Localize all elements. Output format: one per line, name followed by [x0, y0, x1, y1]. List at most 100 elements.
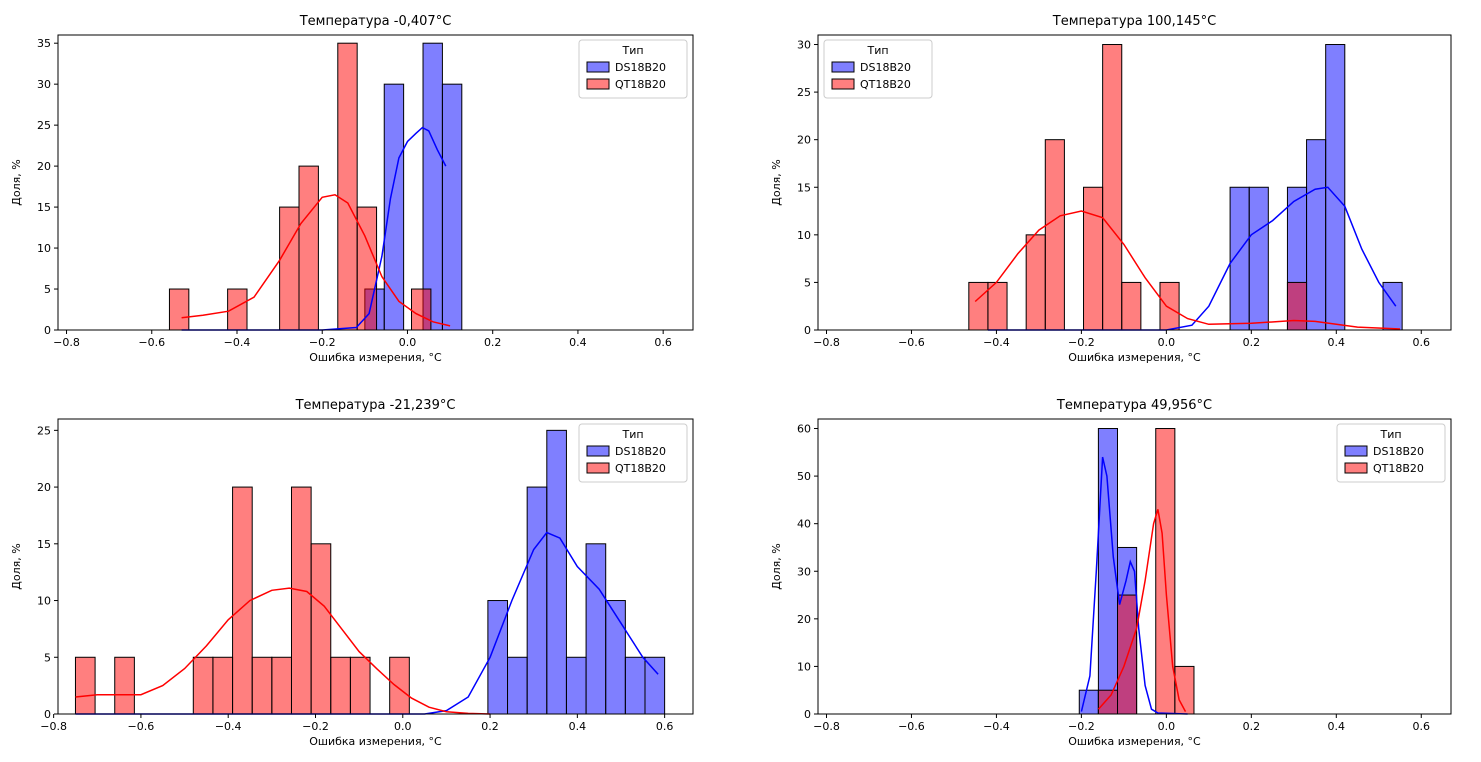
x-tick-label: 0.0 [399, 336, 417, 349]
histogram-bar-qt18b20 [212, 656, 234, 715]
y-tick-label: 5 [44, 651, 51, 664]
histogram-bar-ds18b20 [605, 600, 626, 715]
histogram-bar-ds18b20 [565, 656, 587, 715]
subplot-3: Температура -21,239°С −0.8 −0.6 −0.4 −0.2 0.0… [10, 398, 694, 748]
legend-title: Тип [1379, 428, 1401, 441]
histogram-bar-qt18b20 [987, 281, 1008, 331]
legend-label-ds18b20: DS18B20 [1373, 445, 1424, 458]
histogram-bar-qt18b20 [1121, 281, 1142, 331]
legend-swatch-ds18b20 [1344, 445, 1368, 457]
histogram-bar-qt18b20 [310, 543, 332, 715]
y-tick-label: 0 [44, 324, 51, 337]
y-axis-label: Доля, % [10, 543, 23, 589]
x-axis-label: Ошибка измерения, °С [1068, 351, 1201, 364]
histogram-bar-qt18b20 [271, 656, 292, 715]
chart-title: Температура -21,239°С [295, 398, 456, 413]
histogram-bar-qt18b20 [279, 206, 300, 331]
x-tick-label: 0.6 [656, 720, 674, 733]
y-tick-label: 0 [804, 324, 811, 337]
y-tick-label: 10 [797, 660, 811, 673]
x-tick-label: −0.8 [813, 336, 840, 349]
histogram-bar-qt18b20 [1117, 594, 1138, 715]
x-tick-label: −0.8 [813, 720, 840, 733]
y-tick-label: 25 [37, 119, 51, 132]
legend-swatch-qt18b20 [1344, 462, 1368, 474]
legend-swatch-ds18b20 [831, 61, 855, 73]
x-axis-label: Ошибка измерения, °С [309, 735, 442, 748]
histogram-bar-qt18b20 [1286, 281, 1308, 331]
y-tick-label: 5 [804, 276, 811, 289]
legend-label-qt18b20: QT18B20 [615, 462, 666, 475]
y-tick-label: 15 [797, 181, 811, 194]
legend-swatch-qt18b20 [586, 462, 610, 474]
histogram-bar-ds18b20 [1382, 281, 1403, 331]
legend-swatch-qt18b20 [831, 78, 855, 90]
x-tick-label: −0.4 [983, 720, 1010, 733]
y-tick-label: 20 [797, 613, 811, 626]
histogram-bar-qt18b20 [337, 42, 358, 331]
legend-label-qt18b20: QT18B20 [1373, 462, 1424, 475]
histogram-bar-ds18b20 [1306, 139, 1327, 331]
y-tick-label: 35 [37, 37, 51, 50]
x-tick-label: 0.6 [1413, 720, 1431, 733]
x-tick-label: −0.4 [224, 336, 251, 349]
x-tick-label: 0.4 [1328, 720, 1346, 733]
x-tick-label: −0.8 [53, 336, 80, 349]
histogram-bar-qt18b20 [192, 656, 214, 715]
y-tick-label: 30 [37, 78, 51, 91]
y-tick-label: 20 [797, 134, 811, 147]
y-tick-label: 30 [797, 565, 811, 578]
legend: Тип DS18B20 QT18B20 [823, 39, 933, 99]
y-tick-label: 25 [37, 424, 51, 437]
subplot-4: Температура 49,956°С −0.8 −0.6 −0.4 −0.2 0.0 0… [770, 398, 1452, 748]
histogram-bar-qt18b20 [251, 656, 273, 715]
histogram-bar-ds18b20 [441, 83, 463, 331]
histogram-bar-ds18b20 [546, 429, 567, 715]
kde-line-ds18b20 [75, 531, 659, 715]
x-tick-label: 0.0 [1158, 336, 1176, 349]
histogram-bar-qt18b20 [74, 656, 96, 715]
histogram-bar-qt18b20 [349, 656, 371, 715]
x-tick-label: 0.4 [1328, 336, 1346, 349]
y-tick-label: 10 [37, 595, 51, 608]
y-tick-label: 5 [44, 283, 51, 296]
x-tick-label: −0.2 [1068, 720, 1095, 733]
histogram-bar-qt18b20 [1102, 44, 1123, 331]
x-tick-label: 0.2 [1243, 336, 1261, 349]
y-axis-label: Доля, % [10, 159, 23, 205]
y-tick-label: 20 [37, 160, 51, 173]
plot-frame [57, 418, 694, 715]
y-tick-label: 25 [797, 86, 811, 99]
x-tick-label: −0.2 [1068, 336, 1095, 349]
histogram-bar-ds18b20 [585, 543, 607, 715]
kde-line-qt18b20 [75, 587, 491, 715]
histogram-bar-qt18b20 [1097, 689, 1119, 715]
x-tick-label: −0.6 [128, 720, 155, 733]
histogram-bar-qt18b20 [1025, 234, 1046, 331]
kde-line-ds18b20 [181, 126, 447, 331]
chart-title: Температура 100,145°С [1052, 14, 1216, 29]
y-axis-label: Доля, % [770, 159, 783, 205]
y-tick-label: 0 [804, 708, 811, 721]
subplot-2: Температура 100,145°С −0.8 −0.6 −0.4 −0.2 0.0… [770, 14, 1452, 364]
histogram-bar-qt18b20 [168, 288, 190, 331]
histogram-bar-ds18b20 [526, 486, 548, 715]
x-tick-label: 0.2 [484, 336, 502, 349]
histogram-bar-qt18b20 [1159, 281, 1180, 331]
y-tick-label: 50 [797, 470, 811, 483]
histogram-bar-qt18b20 [290, 486, 312, 715]
kde-line-qt18b20 [181, 194, 451, 327]
y-tick-label: 60 [797, 423, 811, 436]
x-tick-label: 0.0 [394, 720, 412, 733]
histogram-bar-qt18b20 [411, 288, 432, 331]
plot-frame [817, 34, 1452, 331]
chart-title: Температура -0,407°С [299, 14, 452, 29]
legend-swatch-qt18b20 [586, 78, 610, 90]
legend-swatch-ds18b20 [586, 445, 610, 457]
x-tick-label: −0.6 [898, 720, 925, 733]
legend-title: Тип [621, 44, 643, 57]
x-tick-label: 0.0 [1158, 720, 1176, 733]
kde-line-ds18b20 [1080, 456, 1188, 715]
x-tick-label: 0.6 [1413, 336, 1431, 349]
